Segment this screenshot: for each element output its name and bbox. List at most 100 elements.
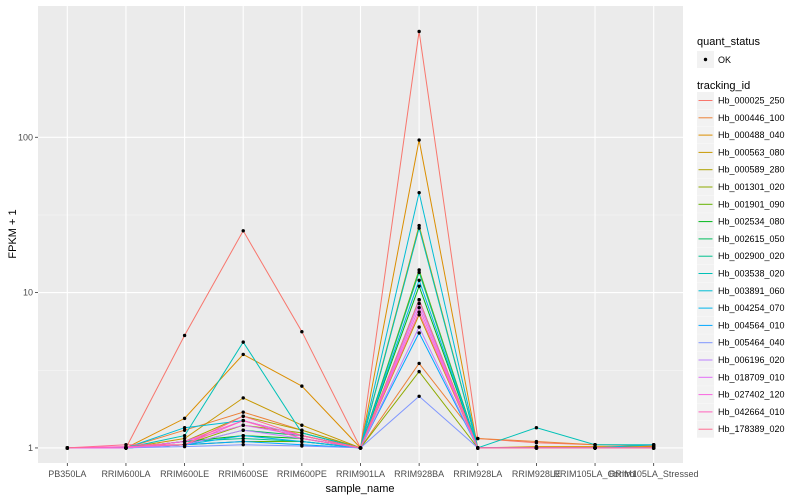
data-point — [417, 369, 421, 374]
data-point — [534, 426, 539, 430]
data-point — [300, 436, 304, 441]
series-legend-label: Hb_002615_050 — [718, 234, 785, 244]
data-point — [417, 190, 421, 195]
data-point — [241, 428, 245, 432]
data-point — [417, 310, 421, 314]
data-point — [417, 284, 421, 288]
series-legend-label: Hb_004254_070 — [718, 303, 785, 313]
data-point — [241, 410, 245, 414]
data-point — [241, 436, 245, 441]
data-point — [241, 340, 245, 344]
series-legend-label: Hb_000563_080 — [718, 147, 785, 157]
legend: quant_status OK tracking_id Hb_000025_25… — [697, 36, 785, 438]
series-legend-label: Hb_006196_020 — [718, 355, 785, 365]
data-point — [417, 268, 421, 272]
data-point — [534, 446, 539, 450]
series-legend-label: Hb_027402_120 — [718, 390, 785, 400]
series-legend-label: Hb_004564_010 — [718, 320, 785, 330]
series-legend-label: Hb_002534_080 — [718, 217, 785, 227]
x-tick-label: RRIM600SE — [218, 469, 268, 479]
marker-legend-label: OK — [718, 55, 731, 65]
marker-legend-title: quant_status — [697, 36, 760, 48]
data-point — [124, 442, 128, 447]
x-tick-label: RRIM105LA_Control — [554, 469, 637, 479]
series-legend-label: Hb_000589_280 — [718, 165, 785, 175]
x-tick-label: RRIM928BA — [394, 469, 444, 479]
series-legend-label: Hb_003538_020 — [718, 269, 785, 279]
data-point — [534, 439, 539, 444]
data-point — [65, 446, 70, 450]
data-point — [241, 439, 245, 444]
data-point — [241, 229, 245, 233]
data-point — [241, 442, 245, 447]
series-legend-label: Hb_000025_250 — [718, 96, 785, 106]
data-point — [300, 330, 304, 334]
x-tick-label: RRIM600LE — [160, 469, 209, 479]
x-tick-label: RRIM600PE — [277, 469, 327, 479]
series-legend-label: Hb_001301_020 — [718, 182, 785, 192]
data-point — [593, 446, 597, 450]
data-point — [417, 270, 421, 275]
data-point — [417, 223, 421, 228]
series-legend-label: Hb_002900_020 — [718, 251, 785, 261]
series-legend-title: tracking_id — [697, 80, 750, 92]
data-point — [182, 333, 187, 338]
marker-legend-symbol — [703, 57, 708, 62]
data-point — [417, 226, 421, 230]
data-point — [417, 361, 421, 366]
data-point — [593, 442, 597, 447]
x-tick-label: RRIM928LA — [453, 469, 502, 479]
series-legend-label: Hb_000446_100 — [718, 113, 785, 123]
series-legend-entries: Hb_000025_250 Hb_000446_100 Hb_000488_040 H… — [697, 92, 785, 438]
y-tick-label: 1 — [28, 443, 33, 453]
series-points — [65, 29, 656, 450]
y-tick-label: 10 — [23, 288, 33, 298]
data-point — [182, 428, 187, 432]
x-axis: PB350LA RRIM600LA RRIM600LE RRIM600SE RRIM60… — [48, 463, 698, 479]
data-point — [182, 436, 187, 441]
series-legend-label: Hb_000488_040 — [718, 130, 785, 140]
data-point — [300, 428, 304, 432]
data-point — [651, 442, 656, 447]
data-point — [300, 384, 304, 388]
data-point — [241, 433, 245, 438]
data-point — [417, 305, 421, 310]
y-axis-title: FPKM + 1 — [7, 209, 19, 258]
data-point — [241, 423, 245, 427]
x-tick-label: RRIM105LA_Stressed — [609, 469, 699, 479]
data-point — [417, 313, 421, 317]
data-point — [182, 416, 187, 421]
series-legend-label: Hb_003891_060 — [718, 286, 785, 296]
data-point — [476, 446, 480, 450]
data-point — [417, 298, 421, 302]
data-point — [182, 426, 187, 430]
y-tick-label: 100 — [18, 132, 33, 142]
data-point — [300, 433, 304, 438]
data-point — [241, 418, 245, 423]
y-axis: 1 10 100 — [18, 132, 38, 453]
data-point — [182, 433, 187, 438]
marker-legend-entries: OK — [697, 51, 731, 68]
series-legend-label: Hb_005464_040 — [718, 338, 785, 348]
data-point — [417, 29, 421, 34]
data-point — [417, 138, 421, 142]
series-legend-label: Hb_001901_090 — [718, 199, 785, 209]
data-point — [417, 278, 421, 283]
data-point — [417, 301, 421, 306]
data-point — [300, 444, 304, 448]
data-point — [182, 439, 187, 444]
series-legend-label: Hb_178389_020 — [718, 424, 785, 434]
data-point — [300, 439, 304, 444]
data-point — [241, 396, 245, 400]
x-tick-label: PB350LA — [48, 469, 86, 479]
x-axis-title: sample_name — [325, 483, 394, 495]
data-point — [417, 325, 421, 329]
series-legend-label: Hb_042664_010 — [718, 407, 785, 417]
data-point — [300, 423, 304, 427]
data-point — [651, 446, 656, 450]
data-point — [182, 442, 187, 447]
series-legend-label: Hb_018709_010 — [718, 372, 785, 382]
x-tick-label: RRIM901LA — [336, 469, 385, 479]
data-point — [476, 436, 480, 441]
